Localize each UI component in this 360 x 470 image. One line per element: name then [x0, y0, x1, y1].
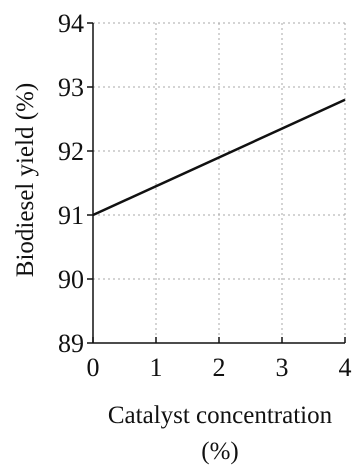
y-tick-label: 94	[58, 9, 84, 38]
y-tick-label: 93	[58, 73, 84, 102]
data-series	[92, 98, 346, 217]
y-tick-label: 91	[58, 201, 84, 230]
y-tick-label: 90	[58, 265, 84, 294]
x-axis-title-line1: Catalyst concentration	[108, 402, 333, 429]
grid-lines	[93, 22, 346, 343]
axes	[87, 22, 346, 344]
series-line	[92, 98, 346, 217]
x-tick-label: 4	[339, 353, 352, 382]
x-tick-label: 3	[276, 353, 289, 382]
x-axis-title-line2: (%)	[201, 438, 238, 465]
y-tick-label: 89	[58, 329, 84, 358]
x-tick-label: 0	[87, 353, 100, 382]
y-tick-label: 92	[58, 137, 84, 166]
tick-labels: 89 90 91 92 93 94 0 1 2 3 4	[58, 9, 352, 382]
x-tick-label: 1	[150, 353, 163, 382]
y-axis-title: Biodiesel yield (%)	[12, 83, 39, 277]
x-tick-label: 2	[213, 353, 226, 382]
